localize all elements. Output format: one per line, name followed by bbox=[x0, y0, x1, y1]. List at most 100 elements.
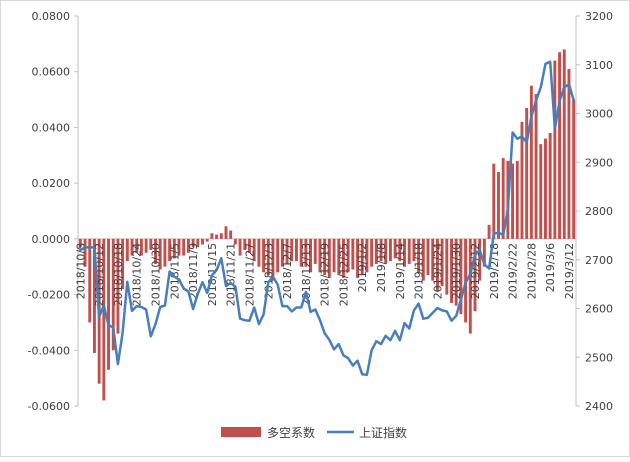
bar-duokong-59 bbox=[356, 238, 359, 278]
bar-duokong-103 bbox=[562, 49, 566, 239]
bar-duokong-100 bbox=[548, 133, 552, 239]
bar-duokong-62 bbox=[370, 238, 374, 267]
bar-duokong-2 bbox=[88, 238, 92, 323]
x-tick-label: 2019/2/22 bbox=[507, 243, 520, 299]
bar-duokong-37 bbox=[252, 238, 256, 262]
bar-duokong-41 bbox=[271, 238, 275, 281]
bar-duokong-39 bbox=[262, 238, 266, 273]
axes-layer: -0.0600 -0.0400 -0.0200 0.0000 0.0200 0.0400 0… bbox=[28, 10, 613, 413]
x-tick-label: 2019/1/8 bbox=[375, 243, 388, 292]
bar-duokong-67 bbox=[393, 238, 397, 259]
bar-duokong-80 bbox=[454, 238, 458, 306]
bar-duokong-93 bbox=[515, 160, 519, 239]
bar-duokong-72 bbox=[417, 238, 421, 273]
bar-duokong-68 bbox=[398, 238, 402, 262]
bar-duokong-23 bbox=[186, 238, 190, 253]
bar-duokong-75 bbox=[431, 238, 435, 281]
bar-duokong-44 bbox=[285, 238, 289, 264]
bar-duokong-38 bbox=[257, 238, 261, 267]
bar-duokong-8 bbox=[116, 238, 120, 334]
bar-duokong-89 bbox=[497, 172, 500, 239]
bar-duokong-87 bbox=[487, 224, 491, 239]
x-tick-label: 2018/12/3 bbox=[262, 243, 275, 299]
bar-duokong-60 bbox=[360, 238, 364, 276]
bar-duokong-88 bbox=[492, 163, 496, 239]
bar-duokong-51 bbox=[318, 238, 322, 273]
bar-duokong-1 bbox=[83, 238, 87, 267]
x-tick-label: 2018/12/19 bbox=[319, 243, 332, 306]
bar-duokong-30 bbox=[219, 233, 223, 239]
bar-duokong-22 bbox=[182, 238, 186, 256]
bar-duokong-28 bbox=[210, 233, 214, 239]
x-tick-label: 2018/11/9 bbox=[187, 243, 200, 299]
bar-duokong-53 bbox=[327, 238, 331, 278]
bar-duokong-96 bbox=[529, 85, 533, 239]
bar-duokong-25 bbox=[196, 238, 200, 248]
bar-duokong-97 bbox=[534, 94, 538, 239]
x-tick-label: 2019/1/18 bbox=[413, 243, 426, 299]
bar-duokong-31 bbox=[224, 226, 228, 239]
bar-duokong-11 bbox=[130, 238, 134, 256]
x-tick-label: 2018/11/5 bbox=[168, 243, 181, 299]
bar-duokong-5 bbox=[102, 238, 106, 401]
bar-duokong-86 bbox=[482, 238, 486, 267]
right-tick-label: 2500 bbox=[585, 351, 613, 364]
left-tick-label: -0.0600 bbox=[28, 400, 70, 413]
bar-duokong-95 bbox=[525, 107, 529, 239]
bar-duokong-10 bbox=[125, 238, 129, 262]
bar-duokong-99 bbox=[544, 138, 547, 239]
bar-duokong-32 bbox=[229, 230, 233, 239]
bar-duokong-55 bbox=[337, 238, 341, 276]
x-tick-label: 2018/10/8 bbox=[74, 243, 87, 299]
x-tick-label: 2019/1/30 bbox=[450, 243, 463, 299]
bar-duokong-47 bbox=[299, 238, 303, 267]
bar-duokong-104 bbox=[567, 68, 571, 239]
x-tick-label: 2018/12/25 bbox=[337, 243, 350, 306]
bar-duokong-56 bbox=[341, 238, 345, 278]
bar-duokong-65 bbox=[384, 238, 388, 264]
bar-duokong-69 bbox=[403, 238, 406, 267]
x-tick-label: 2018/11/21 bbox=[225, 243, 238, 306]
bar-duokong-18 bbox=[163, 238, 167, 267]
bar-duokong-16 bbox=[154, 238, 157, 264]
bar-duokong-0 bbox=[78, 238, 82, 248]
left-tick-label: 0.0000 bbox=[32, 233, 71, 246]
left-tick-label: 0.0200 bbox=[32, 177, 71, 190]
x-tick-label: 2018/10/18 bbox=[112, 243, 125, 306]
bar-duokong-42 bbox=[276, 238, 280, 273]
bar-duokong-94 bbox=[520, 121, 524, 239]
bar-series-layer bbox=[78, 49, 576, 401]
bar-duokong-26 bbox=[201, 238, 204, 245]
x-tick-label: 2018/12/13 bbox=[300, 243, 313, 306]
bar-duokong-70 bbox=[407, 238, 411, 264]
bar-duokong-92 bbox=[511, 163, 515, 239]
bar-duokong-15 bbox=[149, 238, 153, 250]
bar-duokong-81 bbox=[459, 238, 463, 315]
legend-label-bar: 多空系数 bbox=[267, 425, 315, 440]
bar-duokong-102 bbox=[558, 52, 562, 239]
x-tick-label: 2018/11/27 bbox=[243, 243, 256, 306]
bar-duokong-14 bbox=[144, 238, 148, 253]
bar-duokong-54 bbox=[332, 238, 336, 273]
line-shanghai-index bbox=[79, 60, 575, 377]
right-tick-label: 3000 bbox=[585, 108, 613, 121]
bar-duokong-7 bbox=[111, 238, 115, 351]
bar-duokong-74 bbox=[426, 238, 430, 276]
bar-duokong-79 bbox=[450, 238, 453, 303]
bar-duokong-63 bbox=[374, 238, 378, 264]
bar-duokong-40 bbox=[266, 238, 270, 276]
bar-duokong-49 bbox=[309, 238, 313, 273]
x-tick-label: 2019/1/24 bbox=[431, 243, 444, 299]
bar-duokong-83 bbox=[468, 238, 472, 334]
bar-duokong-45 bbox=[290, 238, 294, 262]
right-tick-label: 2800 bbox=[585, 205, 613, 218]
bar-duokong-64 bbox=[379, 238, 383, 262]
line-series-layer bbox=[79, 60, 575, 377]
bar-duokong-46 bbox=[295, 238, 298, 262]
bar-duokong-66 bbox=[388, 238, 392, 262]
bar-duokong-43 bbox=[280, 238, 284, 267]
right-tick-label: 2700 bbox=[585, 254, 613, 267]
x-tick-label: 2018/10/24 bbox=[131, 243, 144, 306]
bar-duokong-71 bbox=[412, 238, 416, 262]
